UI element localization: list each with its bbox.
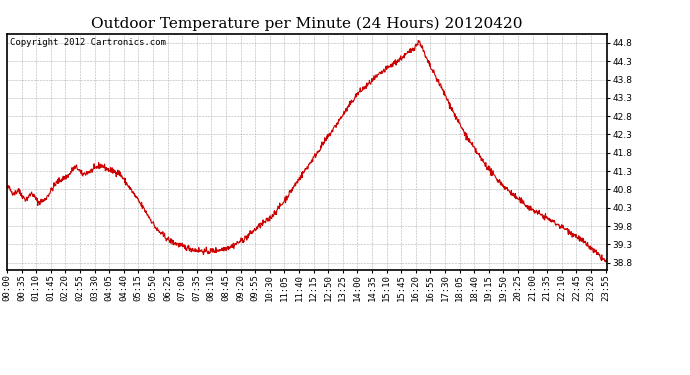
Title: Outdoor Temperature per Minute (24 Hours) 20120420: Outdoor Temperature per Minute (24 Hours… [91,17,523,31]
Text: Copyright 2012 Cartronics.com: Copyright 2012 Cartronics.com [10,39,166,48]
